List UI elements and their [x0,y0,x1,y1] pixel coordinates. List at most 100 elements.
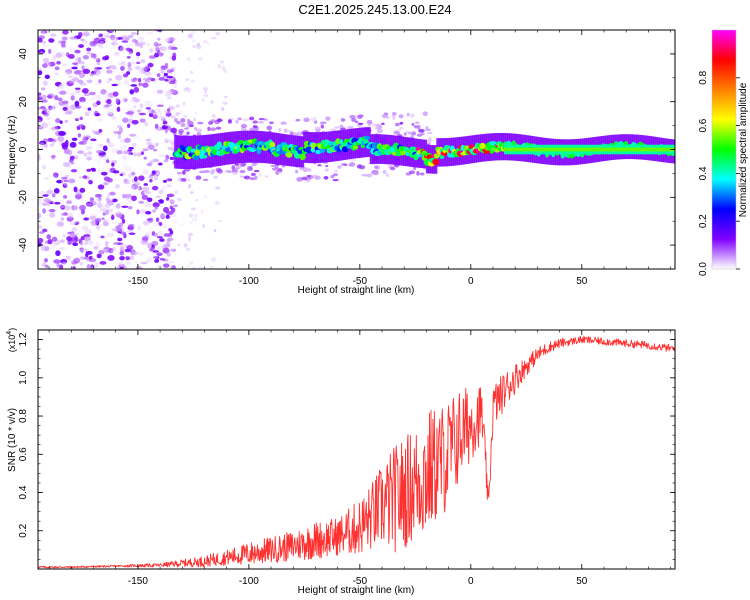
noise-cell [119,250,124,256]
noise-cell [90,61,96,67]
noise-cell [71,226,78,232]
band-cell [285,152,293,158]
noise-cell [82,55,89,60]
noise-cell [140,164,145,167]
spectrogram-x-label: Height of straight line (km) [298,285,415,296]
noise-cell [113,51,120,56]
noise-cell [65,69,73,75]
noise-cell [158,153,164,158]
noise-cell [202,224,205,228]
haze-cell [249,177,256,181]
haze-cell [203,169,211,173]
noise-cell [136,209,140,215]
noise-cell [128,185,135,191]
noise-cell [43,251,48,256]
noise-cell [89,197,94,202]
noise-cell [187,33,193,39]
noise-cell [49,167,55,171]
noise-cell [209,265,213,269]
noise-cell [167,66,173,71]
noise-cell [162,247,170,254]
haze-cell [382,169,387,175]
haze-cell [249,116,255,121]
noise-cell [69,104,75,109]
noise-cell [124,137,131,143]
noise-cell [80,241,84,246]
noise-cell [126,62,132,68]
noise-cell [160,213,166,220]
noise-cell [95,234,101,240]
noise-cell [147,62,154,68]
haze-cell [258,173,262,177]
noise-cell [142,228,147,234]
noise-cell [111,162,115,167]
noise-cell [141,186,150,192]
noise-cell [129,89,135,95]
noise-cell [38,212,42,219]
haze-cell [393,130,399,135]
noise-cell [80,38,85,42]
haze-cell [277,171,283,175]
noise-cell [222,101,228,105]
noise-cell [75,87,81,90]
band-cell [202,154,208,159]
haze-cell [340,163,347,166]
noise-cell [197,57,203,61]
noise-cell [202,86,209,91]
noise-cell [125,47,133,51]
noise-cell [162,263,170,268]
noise-cell [211,257,216,262]
noise-cell [56,60,61,65]
noise-cell [187,232,194,237]
noise-cell [155,66,163,70]
haze-cell [389,166,396,171]
noise-cell [167,89,176,94]
noise-cell [69,231,75,237]
haze-cell [266,125,273,131]
noise-cell [61,142,69,148]
noise-cell [117,242,124,246]
noise-cell [187,89,191,93]
noise-cell [54,72,59,76]
spectrogram-x-tick-label: 0 [468,276,474,287]
noise-cell [53,259,61,264]
noise-cell [67,53,75,59]
noise-cell [98,143,104,148]
band-cell [353,145,359,150]
noise-cell [120,65,125,71]
haze-cell [186,131,190,135]
noise-cell [54,125,58,131]
noise-cell [127,35,134,39]
haze-cell [380,122,385,126]
noise-cell [156,89,164,94]
noise-cell [133,182,140,186]
haze-cell [207,126,211,132]
noise-cell [122,50,126,55]
haze-cell [257,120,265,124]
noise-cell [97,196,102,202]
noise-cell [86,155,93,161]
haze-cell [425,128,431,131]
noise-cell [54,201,61,205]
noise-cell [122,163,128,167]
noise-cell [121,150,128,155]
noise-cell [167,173,175,179]
noise-cell [54,81,62,87]
noise-cell [62,233,66,238]
noise-cell [106,98,112,105]
haze-cell [216,118,223,122]
noise-cell [46,234,51,240]
noise-cell [69,222,75,225]
noise-cell [132,142,137,147]
colorbar-gradient [712,30,736,269]
noise-cell [117,50,123,54]
haze-cell [367,123,372,127]
haze-cell [330,174,335,179]
noise-cell [127,173,133,179]
band-cell [194,149,201,156]
noise-cell [93,245,99,250]
noise-cell [80,100,86,106]
noise-cell [48,208,56,213]
noise-cell [38,119,41,123]
colorbar-tick-label: 0.4 [698,166,709,180]
